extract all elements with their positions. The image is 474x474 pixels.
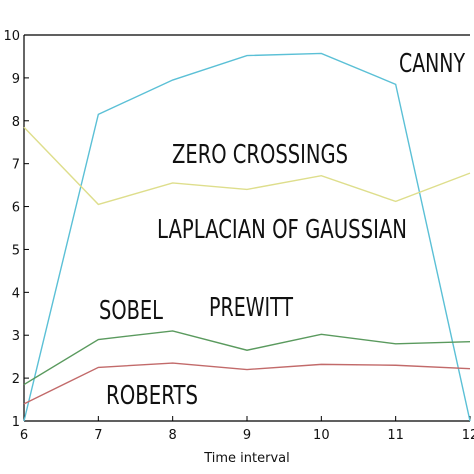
annotation-laplacian-of-gaussian: LAPLACIAN OF GAUSSIAN (157, 215, 407, 245)
annotation-zero-crossings: ZERO CROSSINGS (172, 140, 348, 170)
y-tick-label: 7 (12, 158, 20, 173)
y-tick-label: 6 (12, 201, 20, 216)
x-tick-label: 6 (20, 428, 28, 443)
series-line-canny (23, 52, 471, 422)
x-tick-label: 11 (387, 428, 404, 443)
annotation-roberts: ROBERTS (106, 381, 198, 411)
x-tick-label: 7 (94, 428, 102, 443)
y-tick-label: 5 (12, 243, 20, 258)
series-line-sobel (23, 330, 471, 386)
x-tick-label: 12 (462, 428, 474, 443)
x-tick-label: 8 (169, 428, 177, 443)
x-tick-label: 9 (243, 428, 251, 443)
annotation-prewitt: PREWITT (209, 293, 294, 323)
series-line-roberts (23, 362, 471, 405)
x-tick-labels: 6 7 8 9 10 11 12 (20, 416, 474, 443)
x-axis-label: Time interval (203, 451, 290, 466)
y-tick-label: 4 (12, 286, 20, 301)
annotation-canny: CANNY (399, 49, 466, 79)
annotation-sobel: SOBEL (99, 296, 163, 326)
y-tick-labels: 1 2 3 4 5 6 7 8 9 10 (3, 29, 29, 430)
y-tick-label: 3 (12, 329, 20, 344)
series-lines (23, 52, 471, 422)
y-tick-label: 10 (3, 29, 20, 44)
series-line-zero-crossings (23, 126, 471, 206)
y-tick-label: 8 (12, 115, 20, 130)
y-tick-label: 9 (12, 72, 20, 87)
y-tick-label: 1 (12, 415, 20, 430)
y-tick-label: 2 (12, 372, 20, 387)
x-tick-label: 10 (313, 428, 330, 443)
